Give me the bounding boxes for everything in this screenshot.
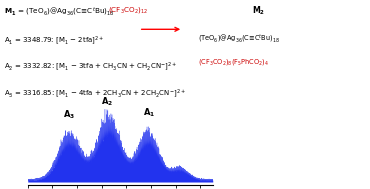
Text: A$_2$ = 3332.82: [M$_1$ − 3tfa + CH$_3$CN + CH$_2$CN$^{-}$]$^{2+}$: A$_2$ = 3332.82: [M$_1$ − 3tfa + CH$_3$C… bbox=[4, 60, 177, 73]
Text: (TeO$_6$)@Ag$_{36}$(C≡C$^t$Bu)$_{18}$: (TeO$_6$)@Ag$_{36}$(C≡C$^t$Bu)$_{18}$ bbox=[198, 32, 280, 44]
Text: $\mathbf{M_2}$: $\mathbf{M_2}$ bbox=[252, 5, 266, 17]
Text: $\mathbf{A_1}$: $\mathbf{A_1}$ bbox=[143, 106, 155, 119]
Text: (CF$_3$CO$_2$)$_8$(F$_5$PhCO$_2$)$_4$: (CF$_3$CO$_2$)$_8$(F$_5$PhCO$_2$)$_4$ bbox=[198, 57, 269, 67]
Text: $\mathbf{A_3}$: $\mathbf{A_3}$ bbox=[63, 108, 75, 121]
Text: $\mathbf{M_1}$ = (TeO$_6$)@Ag$_{36}$(C≡C$^t$Bu)$_{18}$: $\mathbf{M_1}$ = (TeO$_6$)@Ag$_{36}$(C≡C… bbox=[4, 5, 115, 17]
Text: A$_1$ = 3348.79: [M$_1$ − 2tfa]$^{2+}$: A$_1$ = 3348.79: [M$_1$ − 2tfa]$^{2+}$ bbox=[4, 34, 104, 47]
Text: A$_3$ = 3316.85: [M$_1$ − 4tfa + 2CH$_3$CN + 2CH$_2$CN$^{-}$]$^{2+}$: A$_3$ = 3316.85: [M$_1$ − 4tfa + 2CH$_3$… bbox=[4, 87, 185, 100]
FancyArrowPatch shape bbox=[142, 27, 179, 31]
Text: $\mathbf{A_2}$: $\mathbf{A_2}$ bbox=[101, 96, 114, 108]
Text: (CF$_3$CO$_2$)$_{12}$: (CF$_3$CO$_2$)$_{12}$ bbox=[108, 5, 149, 15]
